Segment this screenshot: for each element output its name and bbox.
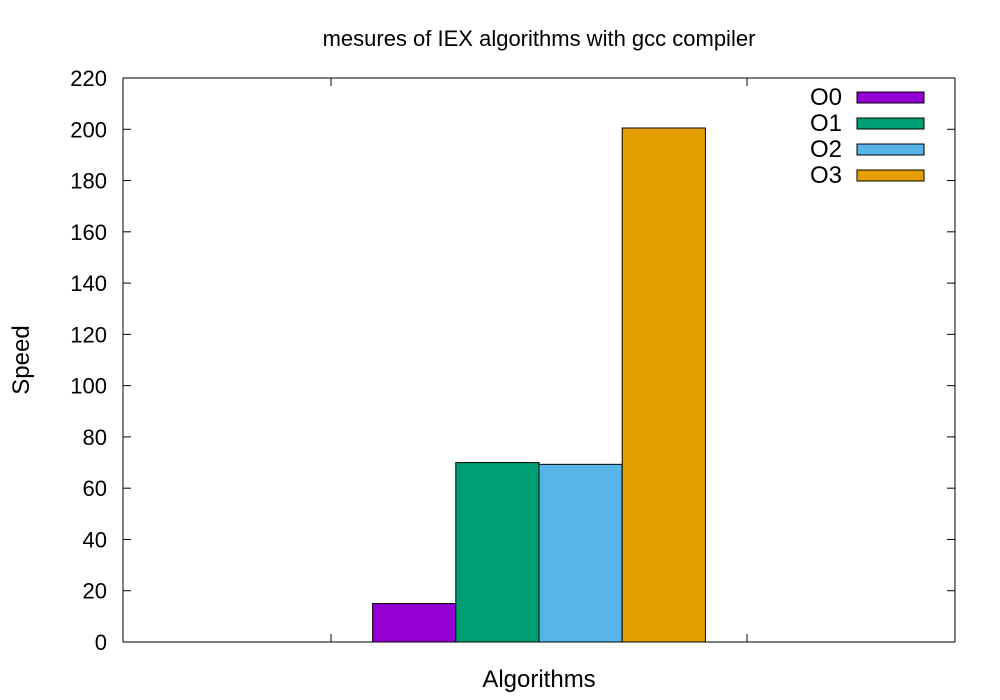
y-tick-label: 180 [70, 169, 107, 194]
bar-o2 [538, 463, 623, 643]
legend-swatch-o1 [856, 117, 925, 130]
y-tick-label: 200 [70, 117, 107, 142]
y-tick-label: 60 [83, 476, 107, 501]
y-tick-label: 140 [70, 271, 107, 296]
bars-group [372, 127, 706, 643]
bar-o1 [455, 462, 540, 643]
y-tick-label: 0 [95, 630, 107, 655]
y-tick-label: 100 [70, 374, 107, 399]
x-axis-ticks [330, 78, 748, 642]
y-axis-ticks [123, 77, 955, 643]
chart-title: mesures of IEX algorithms with gcc compi… [323, 26, 756, 51]
x-axis-title: Algorithms [482, 666, 595, 693]
y-tick-label: 120 [70, 322, 107, 347]
y-axis-tick-labels: 0 20 40 60 80 100 120 140 160 180 200 220 [70, 66, 107, 655]
legend-swatch-o2 [856, 143, 925, 156]
legend-swatch-o0 [856, 91, 925, 104]
y-tick-label: 20 [83, 579, 107, 604]
y-tick-label: 160 [70, 220, 107, 245]
legend-label-o2: O2 [810, 136, 842, 163]
y-tick-label: 220 [70, 66, 107, 91]
y-tick-label: 80 [83, 425, 107, 450]
legend-swatch-o3 [856, 169, 925, 182]
y-tick-label: 40 [83, 527, 107, 552]
bar-o0 [372, 603, 457, 643]
plot-frame [122, 77, 956, 643]
legend-label-o1: O1 [810, 110, 842, 137]
bar-o3 [621, 127, 706, 643]
legend-label-o3: O3 [810, 162, 842, 189]
y-axis-title: Speed [8, 325, 35, 394]
legend-label-o0: O0 [810, 84, 842, 111]
